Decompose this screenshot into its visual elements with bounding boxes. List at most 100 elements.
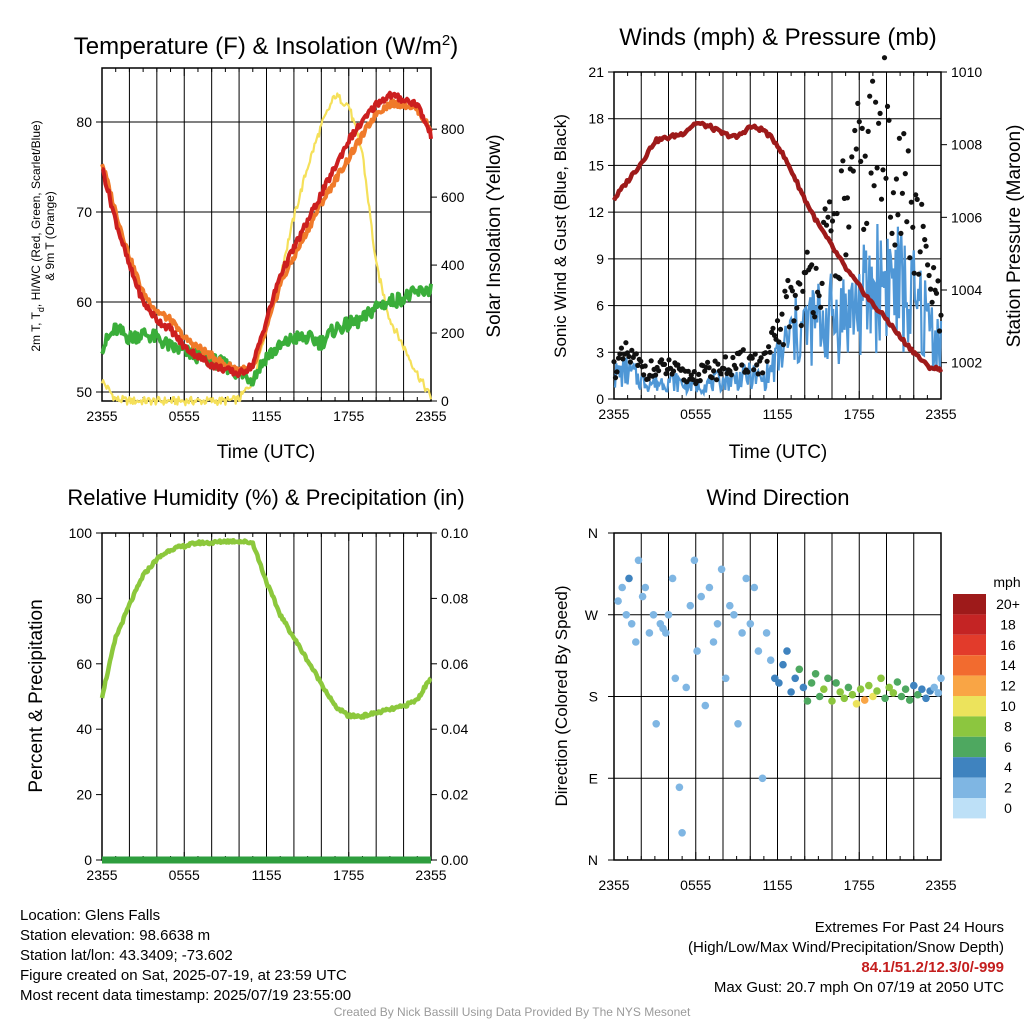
direction-point <box>671 674 680 683</box>
temperature-series-dewpoint <box>100 283 433 387</box>
max-gust-text: Max Gust: 20.7 mph On 07/19 at 2050 UTC <box>713 979 1004 996</box>
humidity-right-tick-label: 0.06 <box>441 656 468 672</box>
wind-gust-point <box>868 170 874 176</box>
temperature-left-axis-title: 2m T, Td, HI/WC (Red, Green, Scarlet/Blu… <box>29 120 57 351</box>
wind-gust-point <box>800 288 806 294</box>
wind-gust-point <box>770 325 776 331</box>
speed-legend-label: 20+ <box>996 596 1020 612</box>
speed-legend: 20+ 18 16 14 12 10 8 6 4 2 0 <box>953 594 1020 819</box>
direction-point <box>860 696 869 704</box>
direction-y-tick-label: W <box>585 607 599 623</box>
wind-gust-point <box>905 148 911 154</box>
direction-point <box>824 674 832 683</box>
humidity-series-rh <box>99 537 433 720</box>
temperature-y-tick-label: 50 <box>76 384 92 400</box>
wind-gust-point <box>714 377 720 383</box>
direction-point <box>758 774 767 783</box>
wind-gust-point <box>709 375 715 381</box>
wind-gust-point <box>850 168 856 174</box>
wind-gust-point <box>829 218 836 224</box>
humidity-y-tick-label: 60 <box>76 656 92 672</box>
direction-panel: Wind Direction Direction (Colored By Spe… <box>552 485 1021 893</box>
temperature-right-tick-label: 0 <box>441 393 449 409</box>
wind-gust-point <box>889 230 895 236</box>
winds-panel: Winds (mph) & Pressure (mb) Sonic Wind &… <box>551 24 1024 463</box>
wind-gust-point <box>733 365 739 371</box>
temperature-right-axis-title: Solar Insolation (Yellow) <box>484 134 505 337</box>
wind-gust-point <box>706 365 712 371</box>
direction-point <box>889 689 898 697</box>
wind-gust-point <box>849 154 855 160</box>
direction-x-tick-label: 1155 <box>762 877 792 893</box>
direction-point <box>618 583 626 592</box>
direction-point <box>828 697 836 705</box>
winds-y-tick-label: 6 <box>596 298 604 314</box>
wind-gust-point <box>926 272 932 279</box>
wind-gust-point <box>890 190 897 196</box>
winds-x-tick-label: 0555 <box>680 406 711 422</box>
direction-point <box>701 701 710 710</box>
speed-legend-label: 8 <box>1004 718 1012 734</box>
wind-gust-point <box>635 362 641 368</box>
wind-gust-point <box>728 372 735 378</box>
wind-gust-point <box>874 165 880 171</box>
direction-point <box>709 638 718 646</box>
direction-title: Wind Direction <box>706 485 849 510</box>
direction-point <box>717 565 726 574</box>
wind-gust-point <box>901 131 907 137</box>
direction-point <box>668 574 677 583</box>
wind-gust-point <box>855 100 861 106</box>
wind-gust-point <box>766 344 772 350</box>
temperature-x-tick-label: 2355 <box>86 408 117 424</box>
wind-gust-point <box>715 361 721 367</box>
created-text: Figure created on Sat, 2025-07-19, at 23… <box>20 967 347 984</box>
direction-point <box>795 665 804 674</box>
winds-y-tick-label: 0 <box>596 391 604 407</box>
wind-gust-point <box>675 362 681 368</box>
direction-point <box>775 679 783 687</box>
direction-point <box>697 592 705 601</box>
winds-x-tick-label: 2355 <box>925 406 956 422</box>
speed-legend-swatch <box>953 594 986 615</box>
wind-gust-point <box>670 368 677 374</box>
direction-point <box>844 683 853 692</box>
direction-point <box>726 601 734 610</box>
direction-point <box>799 683 808 692</box>
wind-gust-point <box>705 359 711 365</box>
latlon-text: Station lat/lon: 43.3409; -73.602 <box>20 947 233 964</box>
direction-point <box>686 601 695 610</box>
wind-gust-point <box>623 340 629 346</box>
wind-gust-point <box>895 212 901 218</box>
figure-canvas: Temperature (F) & Insolation (W/m2) 2m T… <box>26 24 1024 893</box>
wind-gust-point <box>722 354 729 360</box>
wind-gust-point <box>760 370 766 376</box>
wind-gust-point <box>813 265 819 271</box>
wind-gust-point <box>718 371 724 377</box>
wind-gust-point <box>794 305 800 311</box>
wind-gust-point <box>933 290 940 296</box>
temperature-x-tick-label: 1755 <box>333 408 364 424</box>
wind-gust-point <box>797 281 803 287</box>
speed-legend-label: 6 <box>1004 739 1012 755</box>
temperature-right-tick-label: 400 <box>441 257 465 273</box>
direction-point <box>836 688 844 696</box>
wind-gust-point <box>740 347 746 353</box>
wind-gust-point <box>828 228 834 234</box>
humidity-x-tick-label: 1155 <box>251 867 281 883</box>
winds-y-tick-label: 18 <box>588 111 604 127</box>
direction-point <box>690 556 699 565</box>
wind-gust-point <box>862 153 868 159</box>
direction-point <box>705 583 714 592</box>
wind-gust-point <box>620 356 626 362</box>
wind-gust-point <box>896 135 903 141</box>
wind-gust-point <box>910 224 916 230</box>
direction-point <box>905 696 914 704</box>
extremes-info: Extremes For Past 24 Hours (High/Low/Max… <box>688 918 1004 998</box>
speed-legend-swatch <box>953 614 986 635</box>
winds-left-axis-title: Sonic Wind & Gust (Blue, Black) <box>551 114 570 358</box>
wind-gust-point <box>916 271 922 277</box>
direction-point <box>713 620 722 628</box>
wind-gust-point <box>626 353 632 360</box>
direction-point <box>754 647 763 655</box>
humidity-y-tick-label: 20 <box>76 787 92 803</box>
